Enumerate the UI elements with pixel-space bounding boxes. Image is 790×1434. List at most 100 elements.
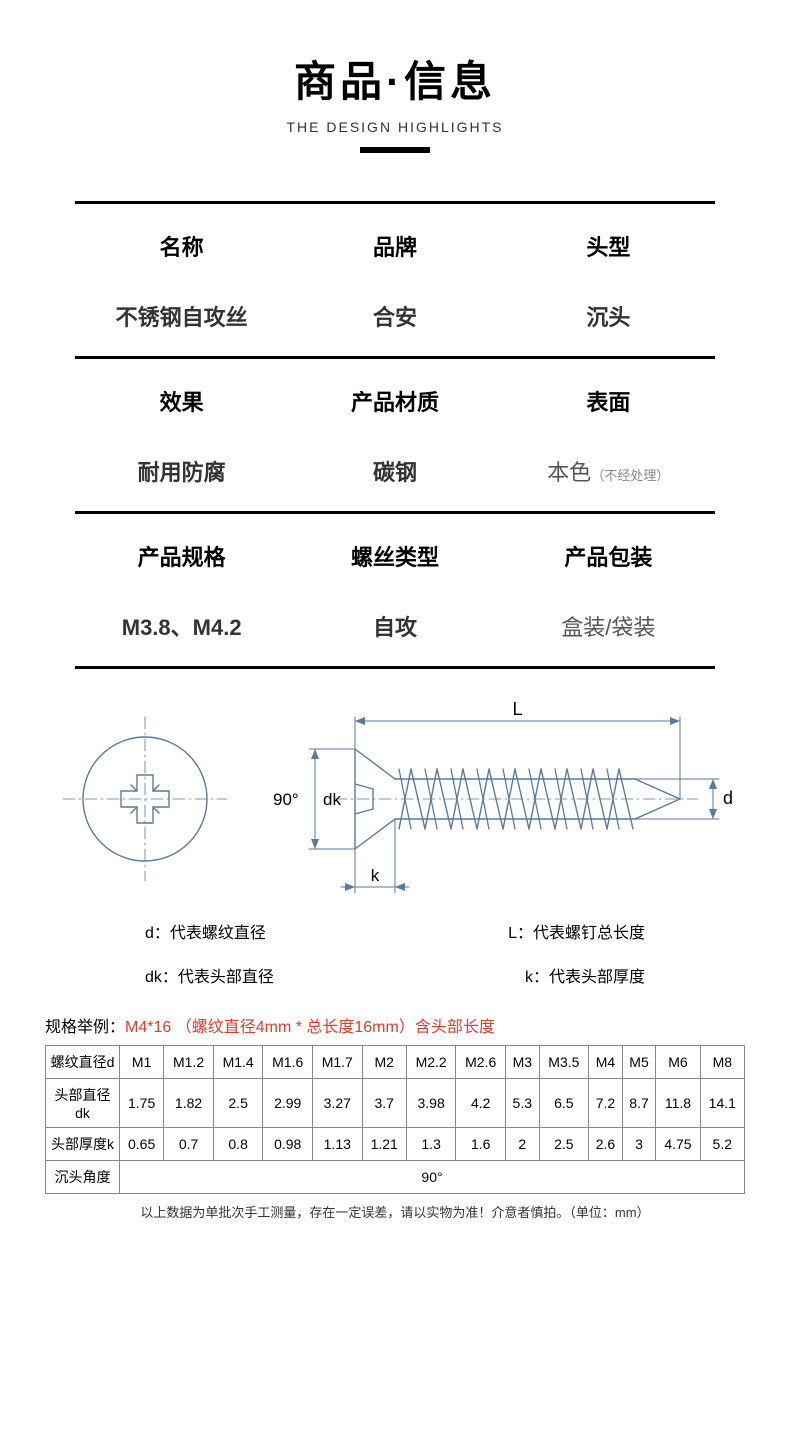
table-cell: 7.2 [589,1079,623,1128]
info-value: M3.8、M4.2 [75,610,288,642]
table-cell: M5 [622,1046,656,1079]
legend-dk: dk：代表头部直径 [145,963,274,987]
table-cell: 1.3 [406,1128,456,1161]
table-cell: 2 [506,1128,540,1161]
info-cell: 产品材质碳钢 [288,385,501,487]
info-value: 本色（不经处理） [502,455,715,487]
info-value: 盒装/袋装 [502,610,715,642]
table-cell: M8 [700,1046,744,1079]
table-cell: 1.82 [164,1079,214,1128]
table-cell: 3 [622,1128,656,1161]
row-header: 沉头角度 [46,1161,120,1194]
table-cell: 2.99 [263,1079,313,1128]
info-cell: 品牌合安 [288,230,501,332]
divider [75,666,715,669]
info-label: 表面 [502,385,715,417]
table-cell: 2.6 [589,1128,623,1161]
info-cell: 产品包装盒装/袋装 [502,540,715,642]
table-cell: M6 [656,1046,700,1079]
table-row: 沉头角度90° [46,1161,745,1194]
table-row: 头部直径dk1.751.822.52.993.273.73.984.25.36.… [46,1079,745,1128]
info-cell: 产品规格 M3.8、M4.2 [75,540,288,642]
table-cell: 8.7 [622,1079,656,1128]
footnote: 以上数据为单批次手工测量，存在一定误差，请以实物为准！介意者慎拍。（单位：mm） [45,1202,745,1221]
table-cell: M1.4 [213,1046,263,1079]
table-row: 头部厚度k0.650.70.80.981.131.211.31.622.52.6… [46,1128,745,1161]
page-title: 商品·信息 [0,48,790,109]
info-cell: 头型沉头 [502,230,715,332]
table-cell: M3 [506,1046,540,1079]
info-value: 自攻 [288,610,501,642]
table-cell: 3.98 [406,1079,456,1128]
info-value: 耐用防腐 [75,455,288,487]
legend-d: d：代表螺纹直径 [145,919,266,943]
info-row: 产品规格M3.8、M4.2螺丝类型自攻产品包装盒装/袋装 [75,514,715,666]
info-row: 名称不锈钢自攻丝品牌合安头型沉头 [75,204,715,356]
info-cell: 表面本色（不经处理） [502,385,715,487]
table-cell: 11.8 [656,1079,700,1128]
row-header: 头部直径dk [46,1079,120,1128]
info-value: 合安 [288,300,501,332]
table-cell: 2.5 [539,1128,589,1161]
info-label: 螺丝类型 [288,540,501,572]
info-value: 碳钢 [288,455,501,487]
info-cell: 名称不锈钢自攻丝 [75,230,288,332]
table-cell: M1.6 [263,1046,313,1079]
table-cell: 1.13 [313,1128,363,1161]
table-cell: 14.1 [700,1079,744,1128]
spec-example-prefix: 规格举例： [45,1019,125,1036]
table-cell: 0.8 [213,1128,263,1161]
table-cell: M2.2 [406,1046,456,1079]
header: 商品·信息 THE DESIGN HIGHLIGHTS [0,0,790,153]
table-cell: M1.2 [164,1046,214,1079]
table-cell: M3.5 [539,1046,589,1079]
table-cell: 90° [120,1161,745,1194]
row-header: 螺纹直径d [46,1046,120,1079]
table-cell: 2.5 [213,1079,263,1128]
info-row: 效果耐用防腐产品材质碳钢表面本色（不经处理） [75,359,715,511]
info-label: 产品材质 [288,385,501,417]
table-cell: 6.5 [539,1079,589,1128]
table-cell: 1.75 [120,1079,164,1128]
table-row: 螺纹直径dM1M1.2M1.4M1.6M1.7M2M2.2M2.6M3M3.5 M… [46,1046,745,1079]
info-cell: 螺丝类型自攻 [288,540,501,642]
svg-text:k: k [371,866,380,885]
table-cell: 0.98 [263,1128,313,1161]
info-label: 名称 [75,230,288,262]
page-subtitle: THE DESIGN HIGHLIGHTS [0,119,790,135]
svg-text:dk: dk [323,790,341,809]
info-grid: 名称不锈钢自攻丝品牌合安头型沉头效果耐用防腐产品材质碳钢表面本色（不经处理）产品… [75,201,715,669]
info-label: 头型 [502,230,715,262]
table-cell: 3.27 [313,1079,363,1128]
table-cell: M2.6 [456,1046,506,1079]
info-label: 产品包装 [502,540,715,572]
spec-example: 规格举例：M4*16 （螺纹直径4mm * 总长度16mm）含头部长度 [45,1013,745,1037]
svg-text:90°: 90° [273,790,299,809]
info-value: 不锈钢自攻丝 [75,300,288,332]
info-cell: 效果耐用防腐 [75,385,288,487]
table-cell: M2 [362,1046,406,1079]
title-underline [360,147,430,153]
svg-text:L: L [512,699,522,719]
legend-L: L：代表螺钉总长度 [508,919,645,943]
table-cell: M1 [120,1046,164,1079]
table-cell: 5.2 [700,1128,744,1161]
spec-table: 螺纹直径dM1M1.2M1.4M1.6M1.7M2M2.2M2.6M3M3.5 M… [45,1045,745,1194]
table-cell: 4.2 [456,1079,506,1128]
screw-diagram: Ld dk 90° k [55,699,735,899]
table-cell: 1.21 [362,1128,406,1161]
table-cell: 3.7 [362,1079,406,1128]
info-label: 效果 [75,385,288,417]
legend-k: k：代表头部厚度 [525,963,645,987]
info-value: 沉头 [502,300,715,332]
diagram-legend: d：代表螺纹直径 L：代表螺钉总长度 dk：代表头部直径 k：代表头部厚度 [145,919,645,987]
table-cell: 1.6 [456,1128,506,1161]
table-cell: 0.65 [120,1128,164,1161]
row-header: 头部厚度k [46,1128,120,1161]
spec-example-value: M4*16 （螺纹直径4mm * 总长度16mm）含头部长度 [125,1019,495,1036]
table-cell: M1.7 [313,1046,363,1079]
info-label: 品牌 [288,230,501,262]
table-cell: 0.7 [164,1128,214,1161]
info-label: 产品规格 [75,540,288,572]
svg-text:d: d [723,788,733,808]
